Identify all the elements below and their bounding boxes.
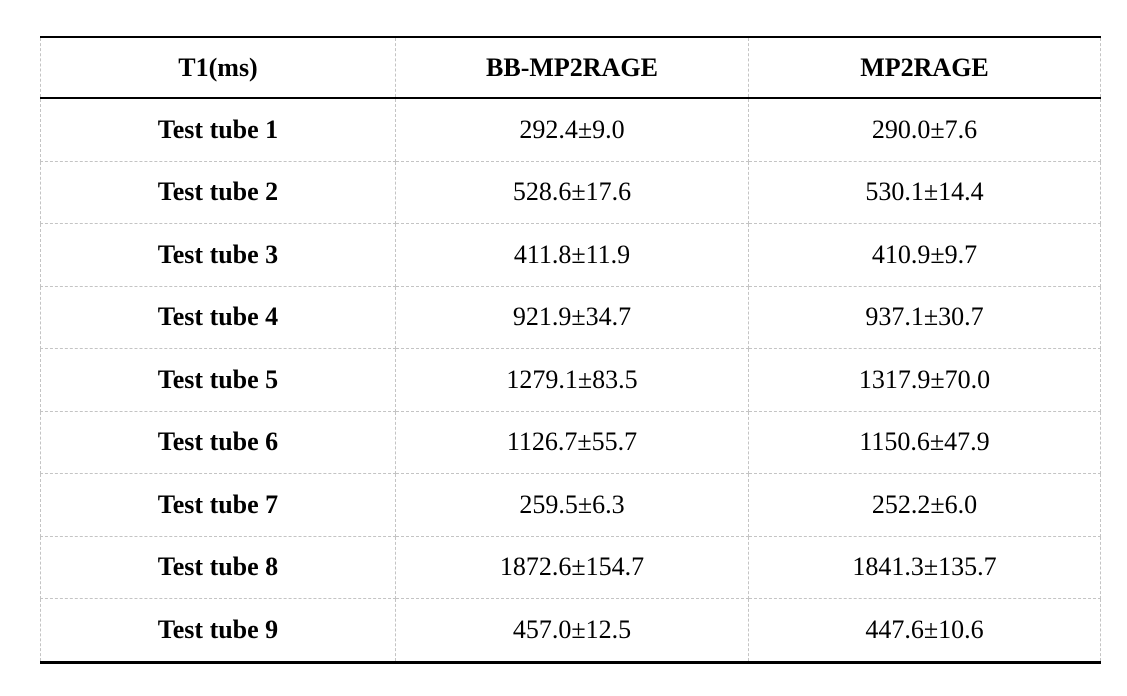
mp2rage-value: 530.1±14.4 [748,161,1101,224]
bb-mp2rage-value: 1126.7±55.7 [395,411,749,474]
table-row: Test tube 2 528.6±17.6 530.1±14.4 [40,161,1101,224]
table-row: Test tube 8 1872.6±154.7 1841.3±135.7 [40,536,1101,599]
mp2rage-value: 447.6±10.6 [748,598,1101,662]
row-label: Test tube 4 [40,286,396,349]
row-label: Test tube 3 [40,223,396,287]
column-header-mp2rage: MP2RAGE [748,37,1101,99]
column-header-bb-mp2rage: BB-MP2RAGE [395,37,749,99]
bb-mp2rage-value: 1872.6±154.7 [395,536,749,599]
column-header-t1ms: T1(ms) [40,37,396,99]
mp2rage-value: 290.0±7.6 [748,98,1101,162]
bb-mp2rage-value: 457.0±12.5 [395,598,749,662]
mp2rage-value: 1841.3±135.7 [748,536,1101,599]
bb-mp2rage-value: 921.9±34.7 [395,286,749,349]
table-row: Test tube 6 1126.7±55.7 1150.6±47.9 [40,411,1101,474]
mp2rage-value: 1150.6±47.9 [748,411,1101,474]
table-row: Test tube 5 1279.1±83.5 1317.9±70.0 [40,348,1101,412]
bb-mp2rage-value: 1279.1±83.5 [395,348,749,412]
bb-mp2rage-value: 292.4±9.0 [395,98,749,162]
t1-comparison-table: T1(ms) BB-MP2RAGE MP2RAGE Test tube 1 292… [40,36,1101,664]
bb-mp2rage-value: 259.5±6.3 [395,473,749,537]
bb-mp2rage-value: 411.8±11.9 [395,223,749,287]
header-row: T1(ms) BB-MP2RAGE MP2RAGE [40,37,1101,99]
row-label: Test tube 8 [40,536,396,599]
row-label: Test tube 7 [40,473,396,537]
mp2rage-value: 1317.9±70.0 [748,348,1101,412]
row-label: Test tube 2 [40,161,396,224]
row-label: Test tube 5 [40,348,396,412]
table-row: Test tube 4 921.9±34.7 937.1±30.7 [40,286,1101,349]
row-label: Test tube 1 [40,98,396,162]
table-row: Test tube 7 259.5±6.3 252.2±6.0 [40,473,1101,537]
bb-mp2rage-value: 528.6±17.6 [395,161,749,224]
table-row: Test tube 1 292.4±9.0 290.0±7.6 [40,98,1101,162]
table-row: Test tube 9 457.0±12.5 447.6±10.6 [40,598,1101,662]
mp2rage-value: 410.9±9.7 [748,223,1101,287]
row-label: Test tube 9 [40,598,396,662]
mp2rage-value: 937.1±30.7 [748,286,1101,349]
row-label: Test tube 6 [40,411,396,474]
table-row: Test tube 3 411.8±11.9 410.9±9.7 [40,223,1101,287]
mp2rage-value: 252.2±6.0 [748,473,1101,537]
